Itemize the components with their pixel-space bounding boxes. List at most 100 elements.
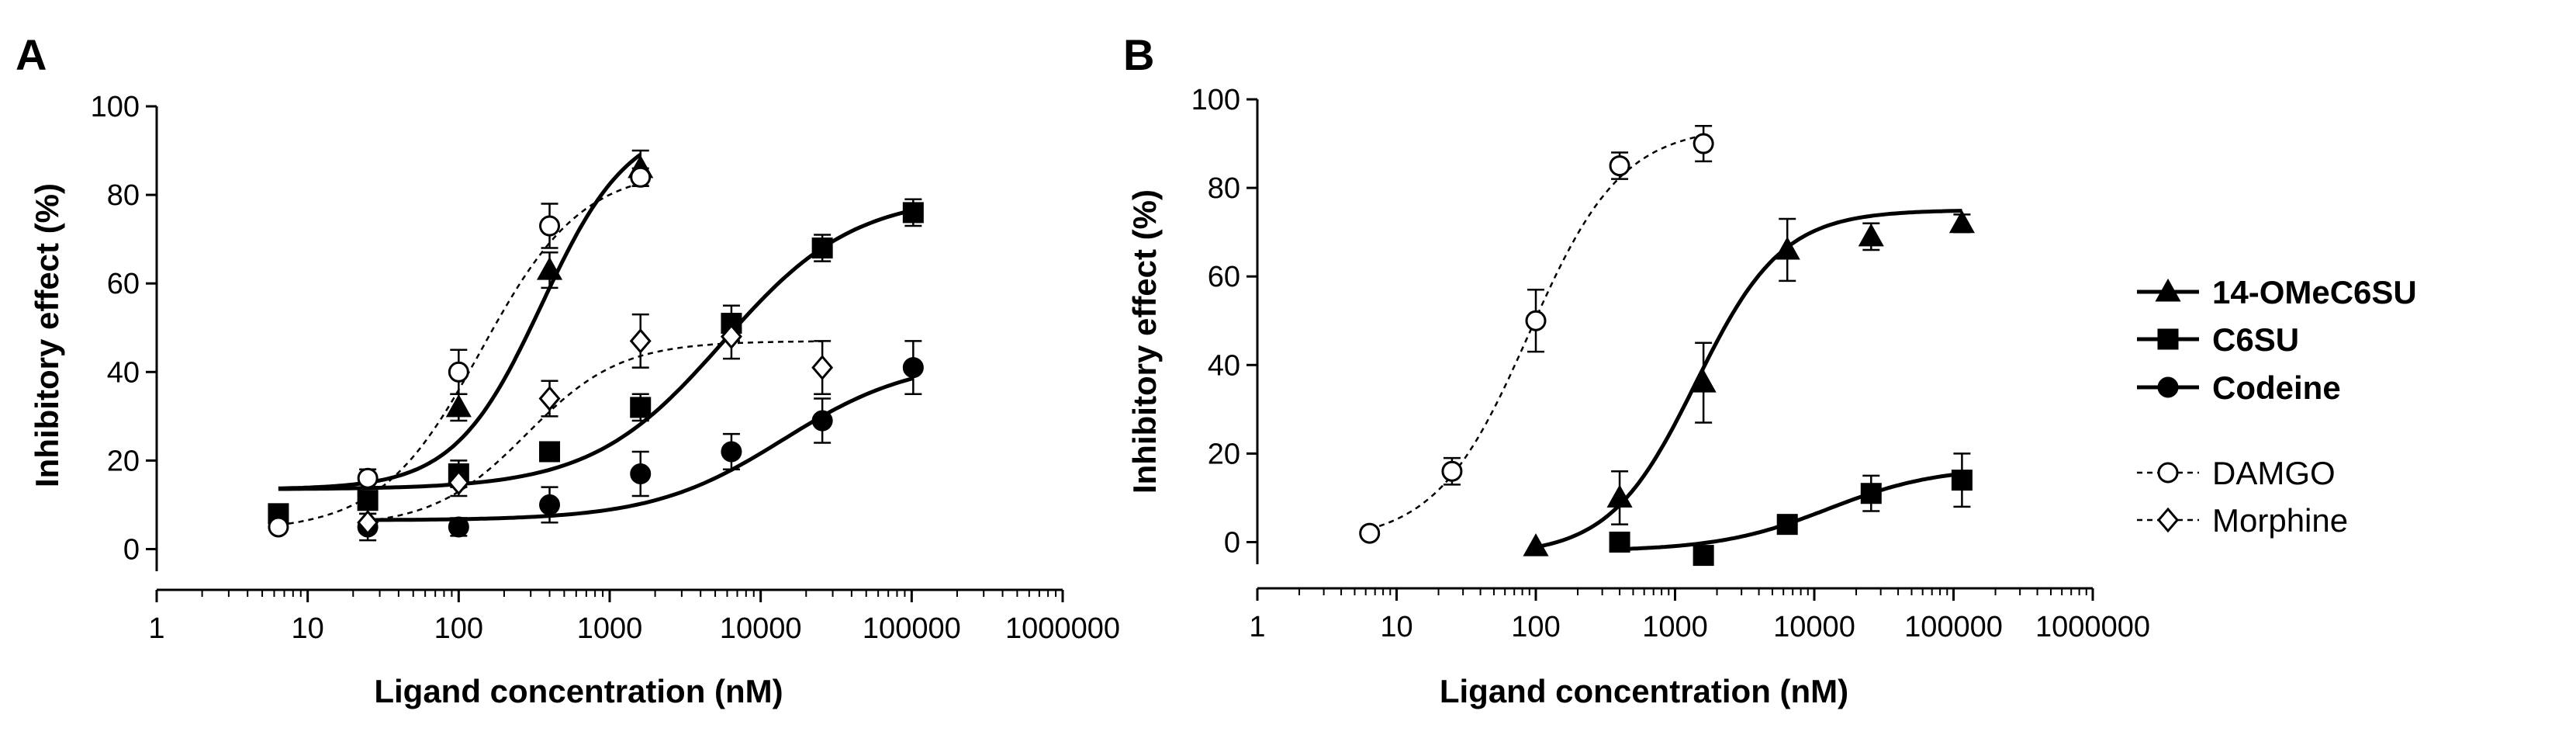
- data-point-damgo-a: [448, 361, 469, 383]
- data-point-morphine-a: [357, 509, 379, 536]
- data-point-14-omec6su-b: [1606, 484, 1633, 508]
- legend-item-c6su: C6SU: [2137, 321, 2299, 358]
- legend-symbol-c6su: [2137, 328, 2199, 350]
- x-tick-label-b: 10: [1380, 611, 1412, 643]
- data-point-damgo-b: [1359, 522, 1381, 544]
- data-point-14-omec6su-b: [1690, 369, 1717, 393]
- data-point-c6su-b: [1860, 483, 1882, 504]
- panel-label-b: B: [1123, 30, 1154, 79]
- legend-item-damgo: DAMGO: [2137, 455, 2336, 491]
- data-point-14-omec6su-b: [1523, 533, 1549, 556]
- y-tick-label-b: 100: [1191, 84, 1240, 116]
- data-point-c6su-b: [1609, 531, 1630, 553]
- legend: 14-OMeC6SU C6SU Codeine DAMGO Morphine: [2137, 274, 2417, 539]
- data-point-codeine-a: [902, 357, 924, 379]
- y-axis-title-b: Inhibitory effect (%): [1126, 189, 1163, 494]
- fit-curve-14-omec6su-b: [1535, 209, 1962, 550]
- legend-label-c6su: C6SU: [2212, 321, 2299, 358]
- x-tick-label-a: 1000: [577, 612, 643, 645]
- legend-item-morphine: Morphine: [2137, 502, 2348, 539]
- data-point-14-omec6su-b: [1948, 210, 1975, 234]
- x-tick-label-b: 100: [1511, 611, 1560, 643]
- legend-item-14-omec6su: 14-OMeC6SU: [2137, 274, 2417, 310]
- x-tick-label-a: 1: [148, 612, 164, 645]
- data-point-c6su-a: [357, 490, 379, 511]
- data-point-c6su-a: [630, 397, 652, 418]
- y-tick-label-b: 60: [1208, 261, 1240, 293]
- legend-marker-codeine: [2157, 376, 2179, 398]
- data-point-c6su-a: [539, 441, 561, 463]
- legend-label-14-omec6su: 14-OMeC6SU: [2212, 274, 2417, 310]
- y-tick-label-a: 20: [107, 445, 140, 477]
- data-point-damgo-b: [1441, 460, 1463, 482]
- data-point-damgo-a: [630, 166, 652, 188]
- legend-item-codeine: Codeine: [2137, 369, 2341, 406]
- data-point-codeine-a: [448, 516, 469, 538]
- data-point-damgo-b: [1525, 310, 1547, 331]
- data-point-damgo-a: [539, 215, 561, 237]
- chart-panel-a: 0 20 40 60 80 100 1 10 100 1000 10000 100000 1000000…: [29, 91, 1120, 709]
- x-axis-title-b: Ligand concentration (nM): [1440, 673, 1848, 709]
- x-tick-label-a: 1000000: [1005, 612, 1120, 645]
- y-tick-label-a: 80: [107, 179, 140, 212]
- data-point-14-omec6su-b: [1774, 236, 1800, 260]
- legend-marker-c6su: [2157, 328, 2179, 350]
- data-point-c6su-a: [811, 237, 833, 259]
- y-tick-label-b: 40: [1208, 349, 1240, 382]
- data-point-morphine-a: [720, 324, 742, 349]
- data-point-codeine-a: [630, 463, 652, 484]
- data-point-damgo-a: [357, 467, 379, 489]
- panel-label-a: A: [16, 30, 47, 79]
- legend-symbol-damgo: [2137, 462, 2199, 484]
- data-point-c6su-b: [1951, 470, 1973, 491]
- data-point-c6su-a: [902, 202, 924, 224]
- x-tick-label-b: 100000: [1904, 611, 2003, 643]
- data-point-morphine-a: [448, 470, 470, 496]
- x-tick-label-a: 100: [434, 612, 483, 645]
- y-tick-label-b: 80: [1208, 172, 1240, 205]
- data-point-codeine-a: [811, 410, 833, 432]
- legend-label-codeine: Codeine: [2212, 369, 2341, 406]
- x-tick-label-a: 10: [292, 612, 324, 645]
- legend-marker-morphine: [2157, 507, 2179, 533]
- data-point-c6su-b: [1693, 545, 1714, 567]
- data-point-damgo-b: [1693, 133, 1714, 154]
- x-axis-title-a: Ligand concentration (nM): [374, 673, 783, 709]
- fit-curve-c6su-b: [1620, 471, 1962, 551]
- data-point-damgo-a: [268, 516, 289, 538]
- x-tick-label-a: 10000: [720, 612, 802, 645]
- data-point-morphine-a: [538, 386, 561, 411]
- chart-panel-b: 0 20 40 60 80 100 1 10 100 1000 10000 100000 1000000…: [1126, 84, 2150, 709]
- y-tick-label-a: 100: [91, 91, 140, 123]
- fit-curve-morphine-a: [367, 340, 823, 522]
- x-tick-label-a: 100000: [863, 612, 961, 645]
- x-tick-label-b: 10000: [1773, 611, 1855, 643]
- y-tick-label-a: 60: [107, 268, 140, 300]
- data-point-14-omec6su-a: [536, 257, 563, 280]
- legend-symbol-morphine: [2137, 507, 2199, 533]
- data-point-14-omec6su-b: [1858, 223, 1884, 247]
- legend-marker-damgo: [2157, 462, 2179, 484]
- y-tick-label-b: 0: [1224, 526, 1240, 559]
- legend-symbol-14-omec6su: [2137, 278, 2199, 302]
- fit-curve-14-omec6su-a: [278, 153, 642, 491]
- data-point-morphine-a: [629, 328, 652, 354]
- fit-curve-damgo-b: [1369, 134, 1704, 530]
- x-tick-label-b: 1000: [1642, 611, 1708, 643]
- fit-curve-c6su-a: [278, 208, 914, 491]
- x-tick-label-b: 1000000: [2035, 611, 2150, 643]
- legend-symbol-codeine: [2137, 376, 2199, 398]
- data-point-codeine-a: [721, 441, 742, 463]
- data-point-morphine-a: [811, 355, 834, 380]
- legend-marker-14-omec6su: [2155, 278, 2181, 302]
- fit-curve-damgo-a: [278, 182, 641, 526]
- legend-label-morphine: Morphine: [2212, 502, 2348, 539]
- y-axis-title-a: Inhibitory effect (%): [29, 183, 65, 487]
- legend-label-damgo: DAMGO: [2212, 455, 2336, 491]
- data-point-codeine-a: [539, 494, 561, 515]
- y-tick-label-a: 40: [107, 356, 140, 389]
- y-tick-label-a: 0: [123, 533, 140, 566]
- data-point-c6su-b: [1776, 514, 1798, 536]
- data-point-damgo-b: [1609, 155, 1630, 177]
